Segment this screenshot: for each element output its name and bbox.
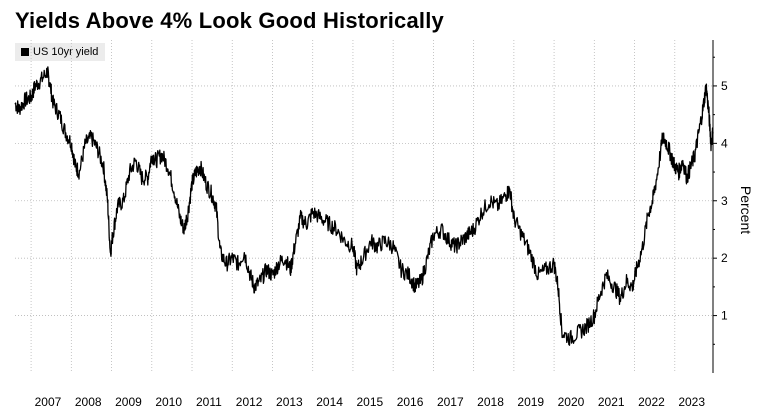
x-tick-label: 2014: [316, 395, 343, 409]
x-tick-label: 2013: [276, 395, 303, 409]
chart-title: Yields Above 4% Look Good Historically: [15, 8, 444, 33]
legend-swatch: [21, 48, 29, 56]
x-tick-label: 2011: [196, 395, 222, 409]
x-tick-label: 2012: [236, 395, 263, 409]
y-tick-label: 3: [721, 194, 728, 208]
y-axis-label: Percent: [738, 186, 754, 234]
y-tick-label: 1: [721, 309, 728, 323]
x-tick-label: 2007: [35, 395, 62, 409]
x-tick-label: 2020: [558, 395, 585, 409]
x-tick-label: 2010: [155, 395, 182, 409]
x-tick-label: 2016: [397, 395, 424, 409]
x-tick-label: 2023: [678, 395, 705, 409]
yield-line: [14, 66, 714, 346]
y-tick-label: 4: [721, 136, 728, 150]
series-layer: [14, 66, 714, 346]
x-tick-label: 2018: [477, 395, 504, 409]
tick-labels: 1 2 3 4 5 2007 2008 2009 2010 2011 2012 2013 2014 201…: [35, 79, 728, 409]
x-tick-label: 2019: [517, 395, 544, 409]
x-tick-label: 2015: [356, 395, 383, 409]
y-tick-label: 5: [721, 79, 728, 93]
x-tick-label: 2022: [638, 395, 665, 409]
x-tick-label: 2017: [437, 395, 464, 409]
axes: [712, 40, 717, 373]
y-tick-label: 2: [721, 251, 728, 265]
x-tick-label: 2021: [598, 395, 625, 409]
x-tick-label: 2008: [75, 395, 102, 409]
legend-label: US 10yr yield: [33, 46, 99, 58]
legend: US 10yr yield: [15, 43, 106, 61]
x-tick-label: 2009: [115, 395, 142, 409]
